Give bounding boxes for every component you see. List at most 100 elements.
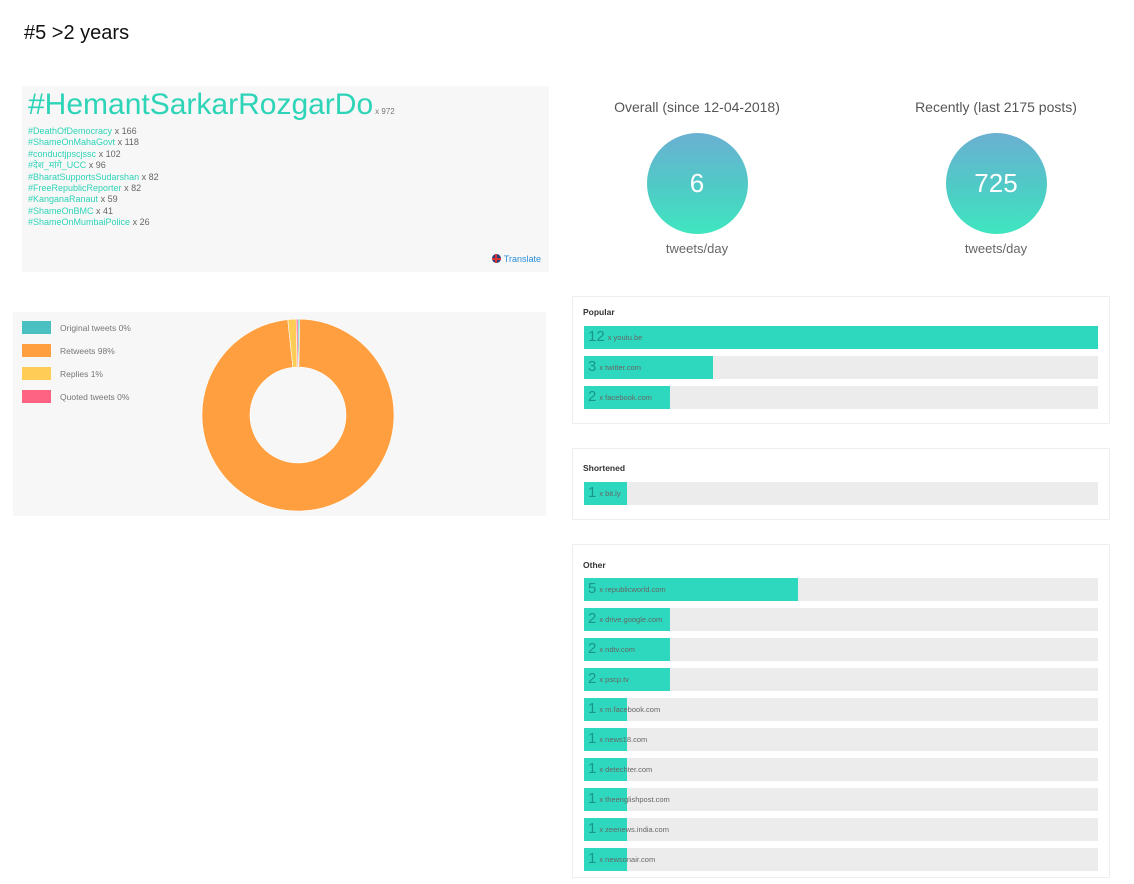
legend-swatch [22, 344, 51, 357]
shortened-links-title: Shortened [583, 463, 626, 473]
hashtag-item: #DeathOfDemocracy x 166 [28, 126, 159, 137]
link-count: 5 [588, 580, 597, 597]
link-bar-fill [584, 638, 670, 661]
link-count: 2 [588, 388, 597, 405]
hashtag-item: #FreeRepublicReporter x 82 [28, 183, 159, 194]
link-domain[interactable]: x newsonair.com [599, 855, 656, 864]
link-bar-fill [584, 668, 670, 691]
hashtag-link[interactable]: #ShameOnBMC [28, 205, 94, 216]
donut-slice-retweets[interactable] [201, 318, 395, 512]
link-bar-fill [584, 386, 670, 409]
donut-slice-quoted-tweets[interactable] [295, 318, 299, 368]
hashtag-link[interactable]: #conductjpscjssc [28, 148, 97, 159]
hashtag-link[interactable]: #FreeRepublicReporter [28, 183, 122, 194]
link-count: 3 [588, 358, 597, 375]
hashtag-count: x 82 [124, 183, 142, 194]
link-bar[interactable]: 12 x youtu.be [584, 326, 1098, 349]
hashtag-item: #ShameOnBMC x 41 [28, 206, 159, 217]
link-domain[interactable]: x theenglishpost.com [599, 795, 670, 804]
link-bar-fill [584, 848, 627, 871]
uk-flag-icon [491, 254, 501, 263]
link-domain[interactable]: x bit.ly [599, 489, 621, 498]
overall-rate-value: 6 [689, 168, 705, 198]
link-bar-fill [584, 608, 670, 631]
link-domain[interactable]: x facebook.com [599, 393, 652, 402]
translate-button[interactable]: Translate [491, 254, 541, 264]
link-bar-fill [584, 578, 799, 601]
top-hashtag-count: x 972 [375, 107, 395, 116]
legend-item-replies[interactable]: Replies 1% [22, 366, 131, 381]
link-bar-text: 12 x youtu.be [588, 328, 642, 345]
link-bar-fill [584, 728, 627, 751]
popular-links-panel: Popular 12 x youtu.be 3 x twitter.com 2 x fac… [572, 296, 1110, 424]
link-domain[interactable]: x drive.google.com [599, 615, 663, 624]
link-bar-fill [584, 326, 1098, 349]
link-domain[interactable]: x detechter.com [599, 765, 653, 774]
link-count: 2 [588, 640, 597, 657]
link-domain[interactable]: x republicworld.com [599, 585, 666, 594]
link-domain[interactable]: x youtu.be [607, 333, 643, 342]
link-domain[interactable]: x m.facebook.com [599, 705, 661, 714]
hashtag-item: #BharatSupportsSudarshan x 82 [28, 172, 159, 183]
top-hashtag-link[interactable]: #HemantSarkarRozgarDo [28, 88, 374, 121]
link-count: 1 [588, 820, 597, 837]
hashtag-link[interactable]: #BharatSupportsSudarshan [28, 171, 140, 182]
hashtag-link[interactable]: #देश_मांगे_UCC [28, 160, 87, 171]
tweet-type-donut-chart [201, 318, 395, 512]
link-bar-fill [584, 788, 627, 811]
hashtag-link[interactable]: #KanganaRanaut [28, 194, 99, 205]
recent-rate-value: 725 [974, 168, 1018, 198]
overall-rate-label: Overall (since 12-04-2018) [614, 99, 780, 115]
link-domain[interactable]: x news18.com [599, 735, 648, 744]
link-bar-fill [584, 356, 713, 379]
tweet-type-chart-panel: Original tweets 0% Retweets 98% Replies … [13, 312, 546, 516]
translate-label: Translate [503, 254, 541, 264]
link-domain[interactable]: x pscp.tv [599, 675, 629, 684]
legend-item-quoted[interactable]: Quoted tweets 0% [22, 389, 131, 404]
hashtag-link[interactable]: #ShameOnMumbaiPolice [28, 217, 131, 228]
legend-swatch [22, 321, 51, 334]
recent-rate-unit: tweets/day [964, 241, 1028, 256]
hashtag-link[interactable]: #DeathOfDemocracy [28, 126, 113, 136]
link-domain[interactable]: x twitter.com [599, 363, 642, 372]
link-count: 12 [588, 328, 605, 345]
link-bar-fill [584, 758, 627, 781]
chart-legend: Original tweets 0% Retweets 98% Replies … [22, 320, 131, 412]
legend-swatch [22, 367, 51, 380]
legend-item-retweets[interactable]: Retweets 98% [22, 343, 131, 358]
hashtag-item: #KanganaRanaut x 59 [28, 194, 159, 205]
recent-rate: Recently (last 2175 posts) 725 tweets/da… [906, 99, 1086, 256]
link-domain[interactable]: x zeenews.india.com [599, 825, 669, 834]
link-domain[interactable]: x ndtv.com [599, 645, 636, 654]
legend-item-original[interactable]: Original tweets 0% [22, 320, 131, 335]
section-heading: #5 >2 years [24, 22, 130, 44]
hashtag-item: #conductjpscjssc x 102 [28, 149, 159, 160]
link-count: 1 [588, 484, 597, 501]
hashtag-count: x 166 [114, 126, 137, 136]
link-bar-fill [584, 698, 627, 721]
recent-rate-label: Recently (last 2175 posts) [915, 99, 1077, 115]
hashtag-count: x 102 [98, 148, 121, 159]
link-count: 1 [588, 850, 597, 867]
hashtag-link[interactable]: #ShameOnMahaGovt [28, 137, 116, 148]
